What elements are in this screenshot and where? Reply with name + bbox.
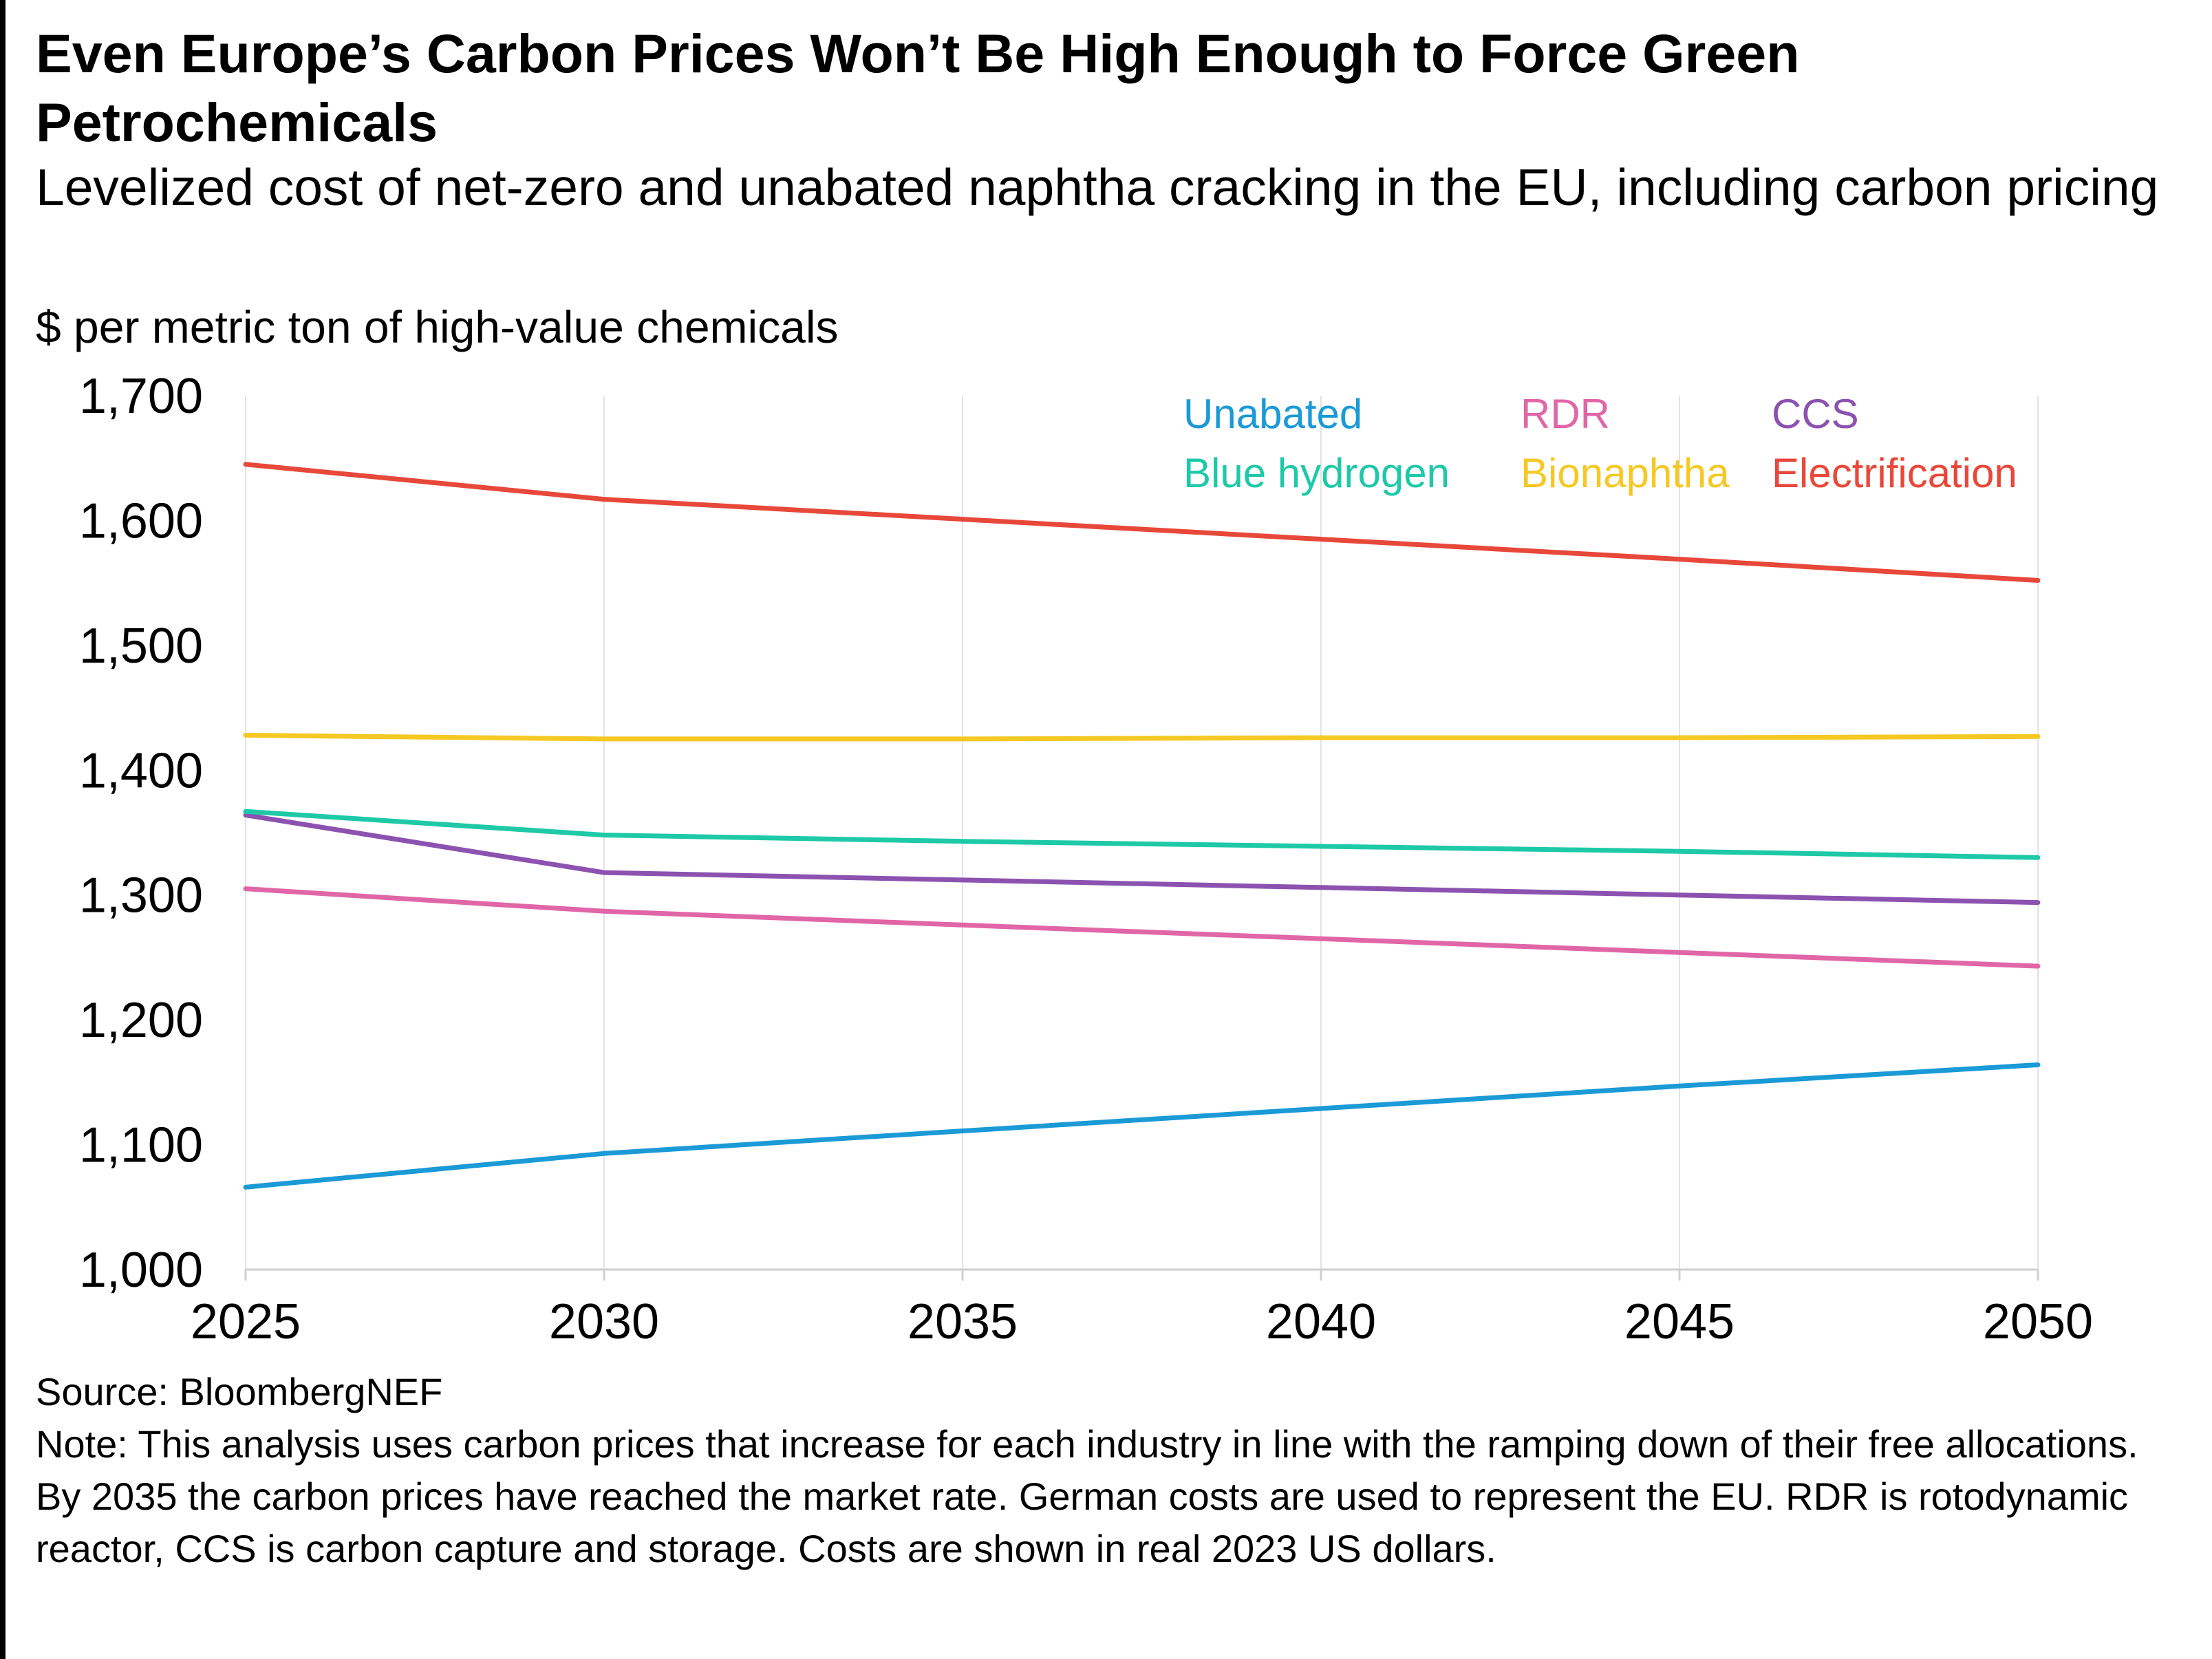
- x-tick-label: 2035: [908, 1294, 1018, 1349]
- grid-layer: [245, 396, 2039, 1270]
- line-chart: 2025 2030 2035 2040 2045 2050 1,000 1,100 1,200 1…: [79, 369, 2093, 1349]
- legend: Unabated RDR CCS Blue hydrogen Bionaphtha Ele…: [1183, 391, 2017, 496]
- y-tick-label: 1,500: [79, 619, 203, 674]
- chart-title: Even Europe’s Carbon Prices Won’t Be Hig…: [36, 23, 1800, 153]
- axis-layer: 2025 2030 2035 2040 2045 2050 1,000 1,100 1,200 1…: [79, 369, 2093, 1349]
- x-tick-label: 2040: [1266, 1294, 1376, 1349]
- y-tick-label: 1,000: [79, 1243, 203, 1298]
- series-layer: [243, 462, 2041, 1190]
- y-tick-label: 1,400: [79, 743, 203, 798]
- legend-entry-electrification: Electrification: [1772, 450, 2017, 496]
- legend-entry-rdr: RDR: [1521, 391, 1610, 437]
- x-tick-label: 2030: [549, 1294, 659, 1349]
- y-tick-label: 1,700: [79, 369, 203, 424]
- chart-subtitle: Levelized cost of net-zero and unabated …: [36, 158, 2159, 216]
- note-text: Note: This analysis uses carbon prices t…: [36, 1422, 2138, 1570]
- x-tick-label: 2045: [1624, 1294, 1735, 1349]
- series-line-bionaphtha: [243, 733, 2041, 742]
- y-tick-label: 1,200: [79, 993, 203, 1048]
- y-tick-label: 1,100: [79, 1118, 203, 1173]
- series-line-ccs: [243, 813, 2041, 906]
- source-text: Source: BloombergNEF: [36, 1370, 443, 1413]
- chart-footer: Source: BloombergNEF Note: This analysis…: [36, 1366, 2182, 1575]
- series-line-blue-hydrogen: [243, 809, 2041, 860]
- legend-entry-ccs: CCS: [1772, 391, 1859, 437]
- left-border: [0, 0, 6, 1659]
- y-axis-unit-label: $ per metric ton of high-value chemicals: [36, 301, 839, 352]
- legend-entry-blue-hydrogen: Blue hydrogen: [1183, 450, 1450, 496]
- legend-entry-unabated: Unabated: [1183, 391, 1362, 437]
- series-line-rdr: [243, 886, 2041, 969]
- y-tick-label: 1,300: [79, 868, 203, 923]
- legend-entry-bionaphtha: Bionaphtha: [1521, 450, 1730, 496]
- x-tick-label: 2025: [191, 1294, 301, 1349]
- series-line-electrification: [243, 462, 2041, 583]
- series-line-unabated: [243, 1062, 2041, 1190]
- y-tick-label: 1,600: [79, 493, 203, 548]
- x-tick-label: 2050: [1983, 1294, 2093, 1349]
